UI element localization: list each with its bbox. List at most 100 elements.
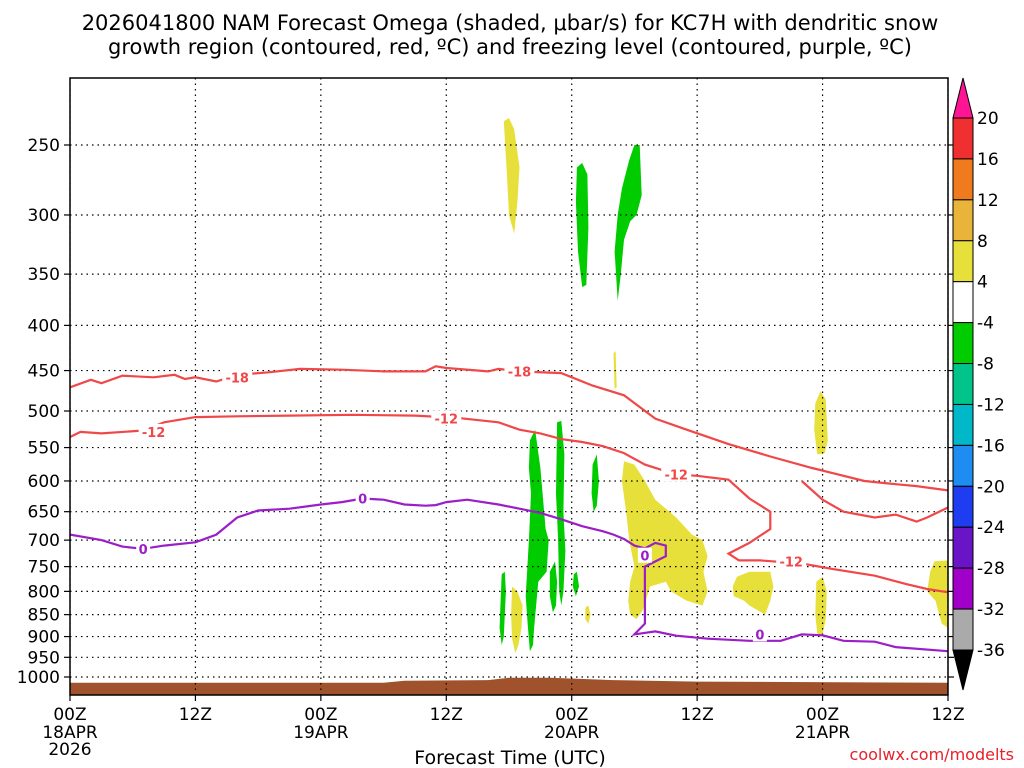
omega-region (511, 586, 523, 654)
omega-region (815, 576, 827, 635)
colorbar-top-arrow (952, 77, 974, 119)
x-axis-label: Forecast Time (UTC) (414, 747, 605, 768)
x-tick-date: 19APR (293, 723, 349, 743)
contour-label-bg (136, 540, 151, 556)
omega-region (732, 571, 774, 615)
y-tick-label: 550 (28, 439, 60, 459)
colorbar-label: 4 (977, 273, 988, 293)
terrain-fill (70, 677, 948, 695)
y-tick-label: 750 (28, 558, 60, 578)
y-tick-label: 650 (28, 503, 60, 523)
contour-label-bg (661, 466, 692, 482)
colorbar-label: -4 (977, 314, 994, 334)
contour-label: -12 (664, 469, 688, 484)
y-tick-label: 250 (28, 136, 60, 156)
colorbar-label: -8 (977, 355, 994, 375)
x-tick-date: 20APR (544, 723, 600, 743)
omega-region (572, 571, 579, 597)
contour-label: 0 (755, 628, 764, 643)
x-tick-label: 00Z (53, 705, 86, 725)
colorbar-box (952, 403, 974, 446)
contour-label: 0 (640, 550, 649, 565)
y-tick-label: 350 (28, 265, 60, 285)
colorbar-label: 20 (977, 109, 999, 129)
x-tick-label: 00Z (806, 705, 839, 725)
colorbar-label: 16 (977, 150, 999, 170)
y-tick-label: 850 (28, 606, 60, 626)
y-tick-label: 400 (28, 316, 60, 336)
omega-region (614, 145, 642, 301)
omega-region (575, 163, 589, 288)
colorbar-label: 8 (977, 232, 988, 252)
colorbar-box (952, 608, 974, 651)
contour-label-bg (355, 490, 370, 506)
plot-frame (69, 77, 949, 696)
y-tick-label: 950 (28, 648, 60, 668)
omega-region (591, 454, 599, 512)
y-tick-label: 300 (28, 206, 60, 226)
colorbar-box (952, 117, 974, 160)
colorbar-label: -36 (977, 641, 1005, 661)
colorbar-box (952, 199, 974, 242)
contour-label: -12 (142, 426, 166, 441)
y-tick-label: 700 (28, 531, 60, 551)
contour-label-bg (776, 553, 807, 569)
contour-label-bg (752, 626, 767, 642)
omega-region (814, 391, 828, 455)
contour-line (70, 413, 948, 594)
contour-label: 0 (358, 492, 367, 507)
chart-title-line2: growth region (contoured, red, ºC) and f… (108, 35, 912, 59)
colorbar: 20 16 12 8 4 -4 -8 -12 -16 -20 -24 -28 -32 -36 (952, 77, 1005, 691)
credit-link[interactable]: coolwx.com/modelts (850, 745, 1014, 764)
x-tick-label: 12Z (430, 705, 463, 725)
x-tick-label: 00Z (555, 705, 588, 725)
y-tick-label: 450 (28, 362, 60, 382)
y-axis: 2503003504004505005506006507007508008509… (17, 136, 954, 688)
colorbar-box (952, 567, 974, 610)
omega-region (556, 420, 566, 606)
colorbar-bottom-arrow (952, 649, 974, 691)
colorbar-label: 12 (977, 191, 999, 211)
omega-region (549, 561, 558, 613)
y-tick-label: 900 (28, 628, 60, 648)
colorbar-box (952, 281, 974, 324)
omega-region (525, 429, 549, 652)
contour-label-bg (637, 547, 652, 563)
contour-line (800, 480, 948, 523)
contour-label-bg (504, 363, 535, 379)
x-tick-label: 12Z (931, 705, 964, 725)
x-tick-year: 2026 (48, 740, 91, 760)
contour-label: 0 (139, 543, 148, 558)
y-tick-label: 800 (28, 582, 60, 602)
colorbar-label: -32 (977, 600, 1005, 620)
x-tick-date: 21APR (795, 723, 851, 743)
contour-label: -12 (435, 413, 459, 428)
colorbar-label: -28 (977, 559, 1005, 579)
colorbar-box (952, 444, 974, 487)
colorbar-box (952, 363, 974, 405)
x-tick-label: 12Z (179, 705, 212, 725)
contour-label: -18 (225, 371, 249, 386)
omega-region (499, 571, 506, 645)
colorbar-label: -12 (977, 395, 1005, 415)
contour-line (70, 497, 948, 653)
contour-label: -12 (779, 555, 803, 570)
x-tick-label: 00Z (304, 705, 337, 725)
colorbar-box (952, 526, 974, 569)
omega-region (927, 560, 948, 628)
contour-label-bg (138, 423, 169, 439)
omega-region (503, 118, 520, 234)
y-tick-label: 600 (28, 472, 60, 492)
plot-contents: -18 -18 -12 -12 -12 -12 0 0 0 0 (70, 78, 948, 695)
colorbar-box (952, 158, 974, 201)
colorbar-box (952, 240, 974, 283)
contour-line (70, 365, 948, 492)
colorbar-box (952, 322, 974, 365)
plot-area: -18 -18 -12 -12 -12 -12 0 0 0 0 (69, 77, 949, 696)
contour-label-bg (222, 369, 253, 385)
x-tick-label: 12Z (681, 705, 714, 725)
colorbar-label: -20 (977, 477, 1005, 497)
x-tick-date: 18APR (42, 723, 98, 743)
